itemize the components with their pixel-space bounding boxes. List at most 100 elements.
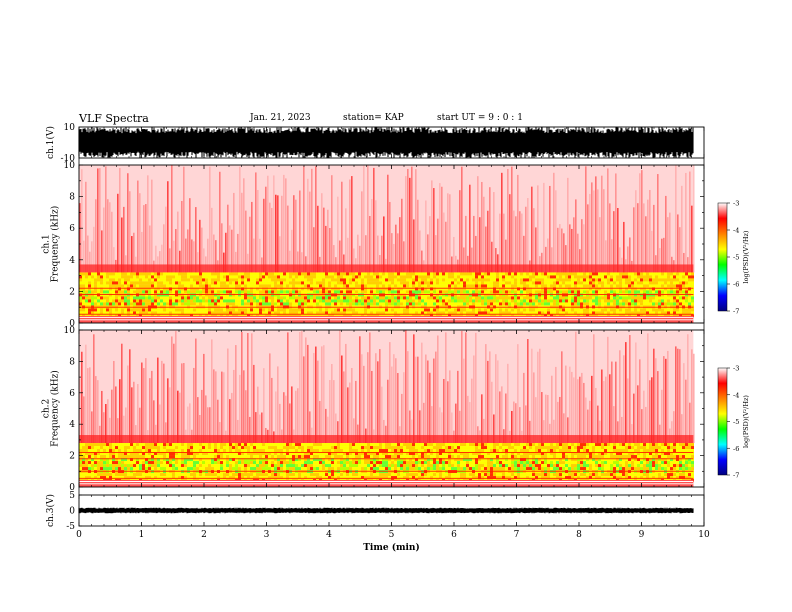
spectrogram-cell	[598, 290, 601, 294]
spectrogram-streak	[233, 369, 235, 444]
spectrogram-cell	[148, 302, 151, 306]
spectrogram-cell	[151, 281, 154, 285]
spectrogram-cell	[364, 296, 367, 300]
spectrogram-cell	[112, 473, 115, 477]
spectrogram-cell	[319, 278, 322, 282]
spectrogram-cell	[106, 275, 109, 279]
spectrogram-cell	[244, 458, 247, 462]
spectrogram-cell	[211, 296, 214, 300]
spectrogram-cell	[511, 284, 514, 288]
spectrogram-cell	[211, 476, 214, 480]
spectrogram-cell	[142, 308, 145, 312]
spectrogram-cell	[136, 299, 139, 303]
spectrogram-cell	[337, 296, 340, 300]
spectrogram-cell	[127, 275, 130, 279]
spectrogram-cell	[130, 461, 133, 465]
spectrogram-cell	[223, 467, 226, 471]
spectrogram-cell	[166, 446, 169, 450]
spectrogram-cell	[295, 452, 298, 456]
spectrogram-cell	[442, 275, 445, 279]
spectrogram-cell	[91, 275, 94, 279]
spectrogram-cell	[181, 455, 184, 459]
spectrogram-cell	[94, 308, 97, 312]
spectrogram-cell	[646, 311, 649, 315]
spectrogram-cell	[313, 296, 316, 300]
spectrogram-cell	[475, 287, 478, 291]
spectrogram-cell	[205, 446, 208, 450]
spectrogram-cell	[187, 281, 190, 285]
spectrogram-cell	[283, 443, 286, 447]
spectrogram-streak	[483, 418, 485, 444]
spectrogram-streak	[243, 178, 245, 273]
spectrogram-cell	[361, 308, 364, 312]
spectrogram-cell	[295, 473, 298, 477]
spectrogram-cell	[595, 290, 598, 294]
spectrogram-streak	[597, 189, 599, 273]
spectrogram-cell	[190, 464, 193, 468]
spectrogram-cell	[304, 311, 307, 315]
spectrogram-cell	[298, 308, 301, 312]
spectrogram-cell	[307, 452, 310, 456]
spectrogram-cell	[289, 473, 292, 477]
spectrogram-streak	[473, 215, 475, 273]
spectrogram-streak	[641, 170, 643, 273]
spectrogram-streak	[119, 379, 121, 444]
spectrogram-streak	[171, 165, 173, 273]
spectrogram-streak	[259, 238, 261, 273]
spectrogram-cell	[421, 311, 424, 315]
spectrogram-streak	[511, 410, 513, 444]
spectrogram-streak	[555, 366, 557, 444]
spectrogram-cell	[595, 308, 598, 312]
spectrogram-cell	[532, 281, 535, 285]
spectrogram-streak	[111, 211, 113, 273]
spectrogram-cell	[133, 290, 136, 294]
spectrogram-cell	[424, 308, 427, 312]
spectrogram-cell	[265, 296, 268, 300]
spectrogram-cell	[121, 272, 124, 276]
spectrogram-cell	[121, 473, 124, 477]
spectrogram-cell	[634, 299, 637, 303]
spectrogram-cell	[154, 452, 157, 456]
spectrogram-streak	[163, 363, 165, 444]
spectrogram-cell	[256, 296, 259, 300]
spectrogram-cell	[217, 281, 220, 285]
spectrogram-cell	[283, 455, 286, 459]
spectrogram-cell	[478, 287, 481, 291]
spectrogram-cell	[595, 302, 598, 306]
spectrogram-cell	[406, 308, 409, 312]
spectrogram-cell	[262, 455, 265, 459]
spectrogram-cell	[640, 281, 643, 285]
spectrogram-cell	[79, 455, 82, 459]
spectrogram-cell	[229, 449, 232, 453]
spectrogram-cell	[259, 302, 262, 306]
spectrogram-cell	[655, 281, 658, 285]
spectrogram-cell	[220, 464, 223, 468]
spectrogram-cell	[439, 287, 442, 291]
spectrogram-streak	[663, 356, 665, 444]
spectrogram-cell	[301, 272, 304, 276]
spectrogram-cell	[301, 473, 304, 477]
spectrogram-cell	[163, 449, 166, 453]
spectrogram-streak	[485, 344, 487, 444]
spectrogram-cell	[505, 311, 508, 315]
spectrogram-cell	[685, 290, 688, 294]
spectrogram-cell	[493, 284, 496, 288]
spectrogram-cell	[160, 464, 163, 468]
spectrogram-cell	[625, 284, 628, 288]
spectrogram-cell	[235, 446, 238, 450]
spectrogram-cell	[514, 302, 517, 306]
spectrogram-cell	[502, 281, 505, 285]
spectrogram-cell	[106, 449, 109, 453]
spectrogram-cell	[346, 290, 349, 294]
spectrogram-cell	[142, 290, 145, 294]
spectrogram-cell	[490, 296, 493, 300]
spectrogram-cell	[652, 278, 655, 282]
spectrogram-streak	[103, 207, 105, 273]
spectrogram-cell	[568, 299, 571, 303]
spectrogram-streak	[427, 360, 429, 444]
spectrogram-cell	[79, 308, 82, 312]
spectrogram-cell	[625, 290, 628, 294]
spectrogram-cell	[433, 296, 436, 300]
spectrogram-cell	[622, 308, 625, 312]
spectrogram-cell	[643, 290, 646, 294]
